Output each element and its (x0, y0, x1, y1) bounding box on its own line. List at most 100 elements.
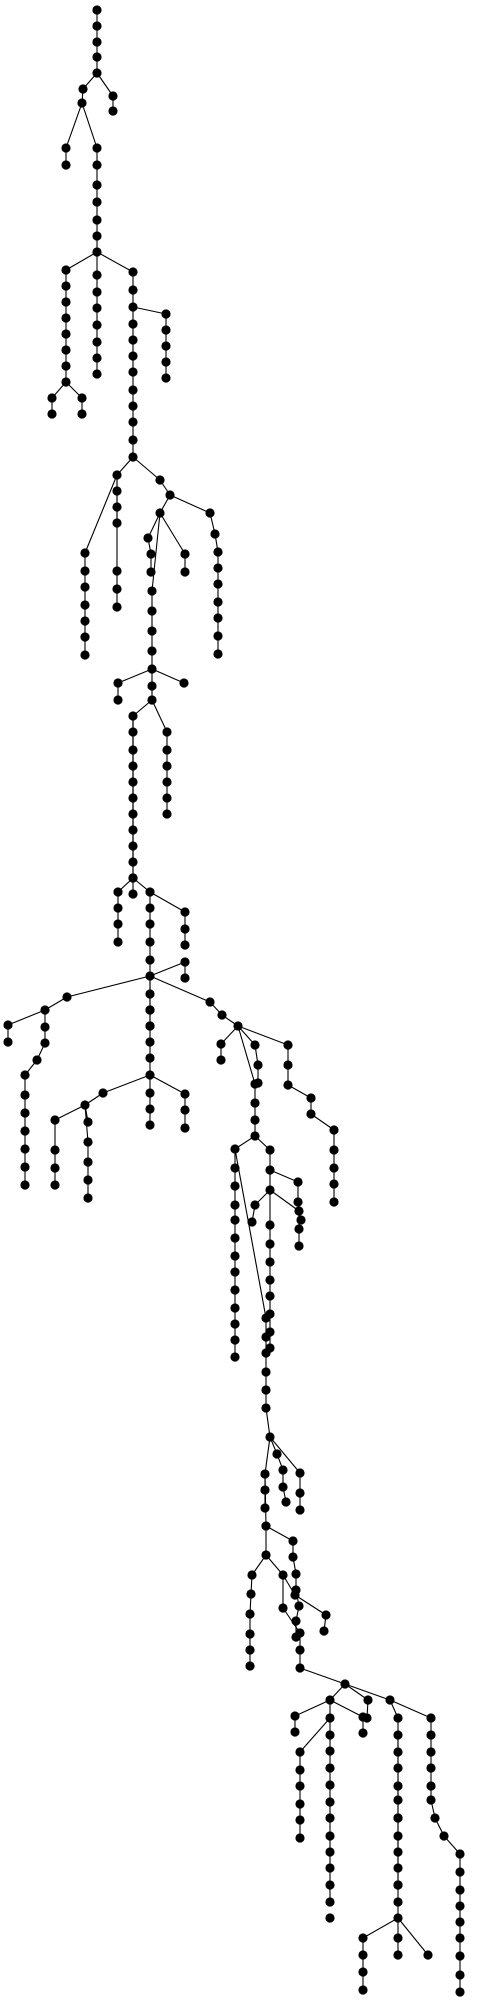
tree-node (112, 502, 122, 512)
tree-node (294, 1601, 304, 1611)
tree-node (426, 1795, 436, 1805)
tree-node (295, 1505, 305, 1515)
tree-edge (269, 1436, 301, 1474)
tree-node (230, 1181, 240, 1191)
tree-node (128, 285, 138, 295)
tree-node (325, 1813, 335, 1823)
tree-node (147, 664, 157, 674)
tree-node (20, 1180, 30, 1190)
tree-node (92, 37, 102, 47)
tree-node (393, 1781, 403, 1791)
tree-node (294, 1206, 304, 1216)
tree-node (230, 1163, 240, 1173)
tree-node (92, 320, 102, 330)
tree-node (261, 1367, 271, 1377)
tree-node (455, 1951, 465, 1961)
tree-node (83, 1193, 93, 1203)
tree-node (92, 303, 102, 313)
tree-node (180, 549, 190, 559)
tree-edge (237, 1025, 289, 1046)
tree-node (393, 1730, 403, 1740)
tree-node (363, 1695, 373, 1705)
tree-node (92, 270, 102, 280)
tree-node (128, 745, 138, 755)
tree-node (217, 1010, 227, 1020)
tree-node (455, 1987, 465, 1997)
tree-edge (7, 1009, 46, 1026)
tree-node (272, 1449, 282, 1459)
tree-node (423, 1950, 433, 1960)
tree-node (92, 287, 102, 297)
tree-node (261, 1521, 271, 1531)
tree-node (290, 1727, 300, 1737)
tree-edge (151, 668, 185, 684)
tree-node (108, 106, 118, 116)
tree-node (180, 907, 190, 917)
tree-node (92, 369, 102, 379)
tree-edge (269, 1189, 300, 1212)
tree-node (426, 1763, 436, 1773)
tree-node (362, 1713, 372, 1723)
tree-node (245, 1629, 255, 1639)
tree-node (162, 745, 172, 755)
tree-node (155, 475, 165, 485)
tree-node (113, 678, 123, 688)
tree-edge (265, 1525, 294, 1542)
tree-node (128, 761, 138, 771)
tree-node (213, 631, 223, 641)
tree-edge (299, 1667, 346, 1685)
tree-node (295, 1747, 305, 1757)
tree-node (265, 1165, 275, 1175)
tree-node (250, 1200, 260, 1210)
tree-node (278, 1465, 288, 1475)
tree-node (92, 215, 102, 225)
tree-node (146, 567, 156, 577)
tree-node (47, 409, 57, 419)
tree-node (265, 1275, 275, 1285)
tree-node (145, 887, 155, 897)
tree-edge (264, 1473, 267, 1527)
tree-node (92, 337, 102, 347)
tree-node (295, 1488, 305, 1498)
tree-edge (132, 456, 161, 481)
tree-node (393, 1913, 403, 1923)
tree-node (250, 1115, 260, 1125)
tree-node (143, 533, 153, 543)
tree-edge (96, 72, 114, 97)
tree-edge (299, 1717, 331, 1753)
tree-node (250, 1040, 260, 1050)
tree-node (145, 955, 155, 965)
tree-node (293, 1177, 303, 1187)
tree-node (80, 632, 90, 642)
tree-node (112, 486, 122, 496)
tree-node (278, 1603, 288, 1613)
tree-edge (149, 891, 186, 913)
tree-node (161, 309, 171, 319)
tree-node (128, 809, 138, 819)
tree-node (253, 1060, 263, 1070)
tree-node (325, 1695, 335, 1705)
tree-edge (264, 1436, 271, 1475)
tree-node (162, 809, 172, 819)
tree-node (230, 1267, 240, 1277)
tree-node (260, 1485, 270, 1495)
tree-node (162, 777, 172, 787)
tree-node (290, 1711, 300, 1721)
tree-node (180, 973, 190, 983)
tree-node (291, 1569, 301, 1579)
tree-nodes (3, 5, 465, 1997)
tree-node (288, 1552, 298, 1562)
tree-node (295, 1628, 305, 1638)
tree-node (112, 470, 122, 480)
tree-node (147, 586, 157, 596)
tree-node (426, 1730, 436, 1740)
tree-node (261, 1385, 271, 1395)
tree-node (80, 566, 90, 576)
tree-node (306, 1093, 316, 1103)
tree-node (92, 160, 102, 170)
tree-node (50, 1115, 60, 1125)
tree-node (61, 160, 71, 170)
tree-node (265, 1239, 275, 1249)
tree-node (80, 600, 90, 610)
tree-node (455, 1867, 465, 1877)
